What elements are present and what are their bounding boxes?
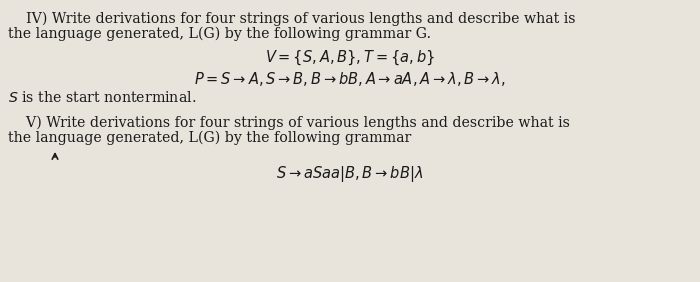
Text: the language generated, L(G) by the following grammar: the language generated, L(G) by the foll… — [8, 131, 412, 146]
Text: IV) Write derivations for four strings of various lengths and describe what is: IV) Write derivations for four strings o… — [8, 12, 575, 27]
Text: $P = S \rightarrow A, S \rightarrow B, B \rightarrow bB, A \rightarrow aA, A \ri: $P = S \rightarrow A, S \rightarrow B, B… — [194, 70, 506, 88]
Text: $S$ is the start nonterminal.: $S$ is the start nonterminal. — [8, 90, 196, 105]
Text: $S \rightarrow aSaa|B, B \rightarrow bB|\lambda$: $S \rightarrow aSaa|B, B \rightarrow bB|… — [276, 164, 424, 184]
Text: $V = \{S, A, B\}, T = \{a, b\}$: $V = \{S, A, B\}, T = \{a, b\}$ — [265, 49, 435, 67]
Text: V) Write derivations for four strings of various lengths and describe what is: V) Write derivations for four strings of… — [8, 116, 570, 130]
Text: the language generated, L(G) by the following grammar G.: the language generated, L(G) by the foll… — [8, 27, 431, 41]
